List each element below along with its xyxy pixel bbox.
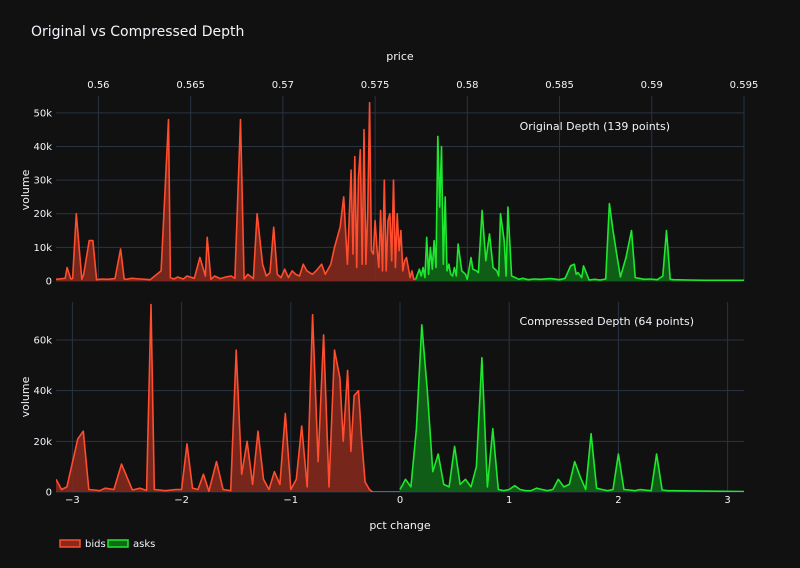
- bids-line[interactable]: [56, 303, 400, 493]
- x-tick-label: −3: [65, 495, 80, 506]
- compressed-depth-plot: −3 −2 −1 0 1 2 3 0 20k 40k 60k Compresssed Depth (6…: [19, 302, 744, 532]
- x-tick-label: 0.59: [641, 80, 663, 91]
- y-tick-label: 40k: [33, 386, 52, 397]
- x-tick-label: 0: [397, 495, 403, 506]
- legend[interactable]: bids asks: [59, 539, 155, 550]
- x-tick-label: 1: [506, 495, 512, 506]
- y-tick-label: 30k: [33, 176, 52, 187]
- y-tick-label: 20k: [33, 209, 52, 220]
- y-tick-label: 10k: [33, 243, 52, 254]
- chart-title: Original vs Compressed Depth: [31, 24, 244, 40]
- x-axis-label: pct change: [369, 519, 431, 532]
- original-depth-plot: 0.56 0.565 0.57 0.575 0.58 0.585 0.59 0.595 0 10k…: [19, 50, 758, 288]
- subplot-title: Compresssed Depth (64 points): [520, 315, 694, 328]
- asks-line[interactable]: [399, 324, 744, 492]
- x-axis-label: price: [386, 50, 414, 63]
- y-axis-label: volume: [19, 376, 32, 417]
- x-tick-label: −1: [283, 495, 298, 506]
- x-tick-label: 0.58: [456, 80, 478, 91]
- asks-legend-label[interactable]: asks: [133, 539, 155, 550]
- bids-legend-swatch[interactable]: [59, 539, 81, 548]
- x-tick-label: 0.57: [272, 80, 294, 91]
- asks-legend-swatch[interactable]: [107, 539, 129, 548]
- y-tick-label: 0: [46, 277, 52, 288]
- y-tick-label: 0: [46, 488, 52, 499]
- y-tick-label: 20k: [33, 437, 52, 448]
- asks-area: [400, 324, 744, 492]
- x-tick-label: −2: [174, 495, 189, 506]
- y-tick-label: 60k: [33, 336, 52, 347]
- subplot-title: Original Depth (139 points): [520, 120, 670, 133]
- y-axis-label: volume: [19, 169, 32, 210]
- bids-area: [56, 304, 400, 492]
- y-tick-label: 50k: [33, 108, 52, 119]
- bids-line[interactable]: [56, 101, 416, 281]
- asks-area: [415, 136, 744, 281]
- y-tick-label: 40k: [33, 142, 52, 153]
- x-tick-label: 2: [615, 495, 621, 506]
- x-tick-label: 0.565: [176, 80, 205, 91]
- x-tick-label: 0.56: [87, 80, 109, 91]
- asks-line[interactable]: [414, 135, 744, 281]
- x-tick-label: 0.595: [730, 80, 759, 91]
- bids-legend-label[interactable]: bids: [85, 539, 106, 550]
- x-tick-label: 0.585: [545, 80, 574, 91]
- x-tick-label: 0.575: [361, 80, 390, 91]
- x-tick-label: 3: [724, 495, 730, 506]
